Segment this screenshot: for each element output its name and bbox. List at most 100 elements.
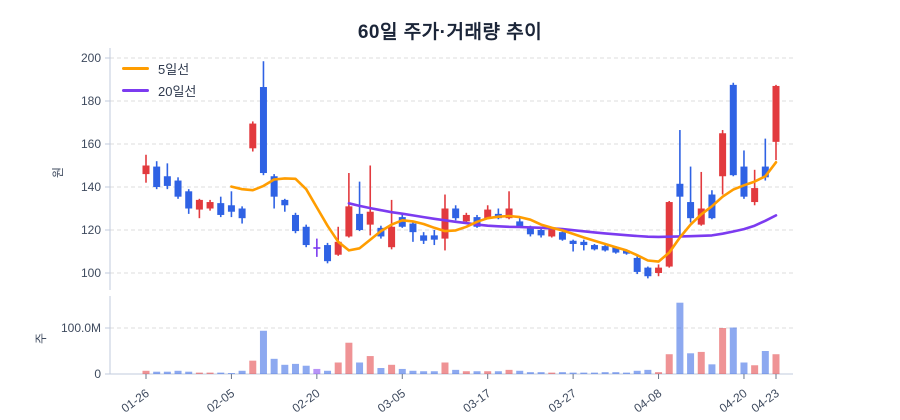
candle-body — [259, 87, 267, 174]
volume-bar — [623, 372, 631, 374]
volume-bar — [761, 351, 769, 374]
volume-bar — [441, 362, 449, 374]
candle-body — [687, 202, 695, 219]
price-axis-label: 160 — [81, 137, 101, 151]
volume-bar — [580, 372, 588, 374]
volume-bar — [665, 354, 673, 374]
candle-body — [206, 202, 214, 209]
candle-body — [612, 247, 620, 253]
candle-body — [655, 267, 663, 273]
volume-bar — [366, 356, 374, 374]
candle-body — [249, 123, 257, 149]
candle-body — [484, 209, 492, 219]
volume-bar — [163, 371, 171, 374]
candle-body — [601, 246, 609, 251]
volume-bar — [409, 370, 417, 374]
legend-label-ma5: 5일선 — [158, 61, 190, 77]
volume-bar — [249, 360, 257, 374]
volume-bar — [259, 330, 267, 374]
volume-bar — [612, 372, 620, 374]
volume-bar — [708, 364, 716, 374]
volume-bar — [505, 369, 513, 374]
candle-body — [761, 166, 769, 178]
volume-bar — [398, 368, 406, 374]
volume-bar — [227, 373, 235, 374]
volume-bar — [633, 370, 641, 374]
candle-body — [633, 257, 641, 272]
volume-bar — [430, 371, 438, 374]
x-axis-label: 03-05 — [375, 386, 408, 416]
volume-bar — [324, 370, 332, 374]
candle-body — [142, 165, 150, 175]
volume-bar — [590, 372, 598, 374]
volume-bar — [281, 364, 289, 374]
volume-bar — [772, 354, 780, 374]
volume-bar — [526, 372, 534, 374]
candle-body — [163, 176, 171, 186]
candle-body — [345, 206, 353, 237]
volume-bar — [569, 372, 577, 374]
candle-body — [185, 191, 193, 209]
volume-bar — [174, 370, 182, 374]
price-axis-label: 200 — [81, 51, 101, 65]
volume-bar — [302, 365, 310, 374]
volume-bar — [494, 371, 502, 374]
chart-title: 60일 주가·거래량 추이 — [357, 22, 543, 43]
volume-bar — [195, 372, 203, 374]
volume-bar — [334, 362, 342, 374]
ma20-line-swatch — [122, 88, 149, 92]
x-axis-label: 04-08 — [631, 386, 664, 416]
volume-bar — [719, 328, 727, 374]
volume-bar — [270, 358, 278, 374]
price-axis-label: 120 — [81, 223, 101, 237]
candle-body — [590, 245, 598, 250]
candle-body — [772, 85, 780, 142]
volume-bar — [313, 368, 321, 374]
candle-body — [366, 211, 374, 225]
x-axis-label: 04-20 — [717, 386, 750, 416]
candle-body — [324, 245, 332, 262]
candle-body — [356, 213, 364, 230]
volume-axis-label: 0 — [94, 367, 101, 381]
candle-body — [558, 232, 566, 240]
candle-body — [729, 84, 737, 176]
candle-body — [420, 235, 428, 241]
chart-legend: 5일선 20일선 — [122, 57, 196, 101]
volume-bar — [345, 342, 353, 374]
candle-body — [174, 180, 182, 197]
candle-body — [580, 241, 588, 246]
candle-body — [526, 226, 534, 235]
candle-body — [516, 221, 524, 227]
price-axis-label: 100 — [81, 266, 101, 280]
volume-bar — [420, 371, 428, 374]
candle-body — [452, 208, 460, 219]
x-axis-label: 02-20 — [290, 386, 323, 416]
volume-bar — [548, 372, 556, 374]
candle-body — [569, 240, 577, 244]
volume-bar — [356, 362, 364, 374]
candle-body — [719, 133, 727, 177]
volume-bar — [238, 370, 246, 374]
candle-body — [153, 166, 161, 187]
candle-body — [751, 188, 759, 203]
candle-body — [697, 208, 705, 225]
ma5-line-swatch — [122, 66, 149, 70]
candle-body — [623, 250, 631, 254]
volume-bar — [729, 327, 737, 374]
volume-bar — [558, 372, 566, 374]
volume-bar — [206, 372, 214, 374]
candle-body — [644, 267, 652, 277]
candle-body — [227, 205, 235, 212]
candle-body — [398, 217, 406, 227]
candle-body — [334, 241, 342, 255]
volume-bar — [740, 362, 748, 374]
legend-item-ma20[interactable]: 20일선 — [122, 79, 196, 101]
x-axis-label: 03-27 — [546, 386, 579, 416]
candle-body — [281, 199, 289, 206]
legend-label-ma20: 20일선 — [158, 83, 197, 99]
candle-body — [676, 183, 684, 197]
legend-item-ma5[interactable]: 5일선 — [122, 57, 196, 79]
volume-bar — [676, 302, 684, 374]
